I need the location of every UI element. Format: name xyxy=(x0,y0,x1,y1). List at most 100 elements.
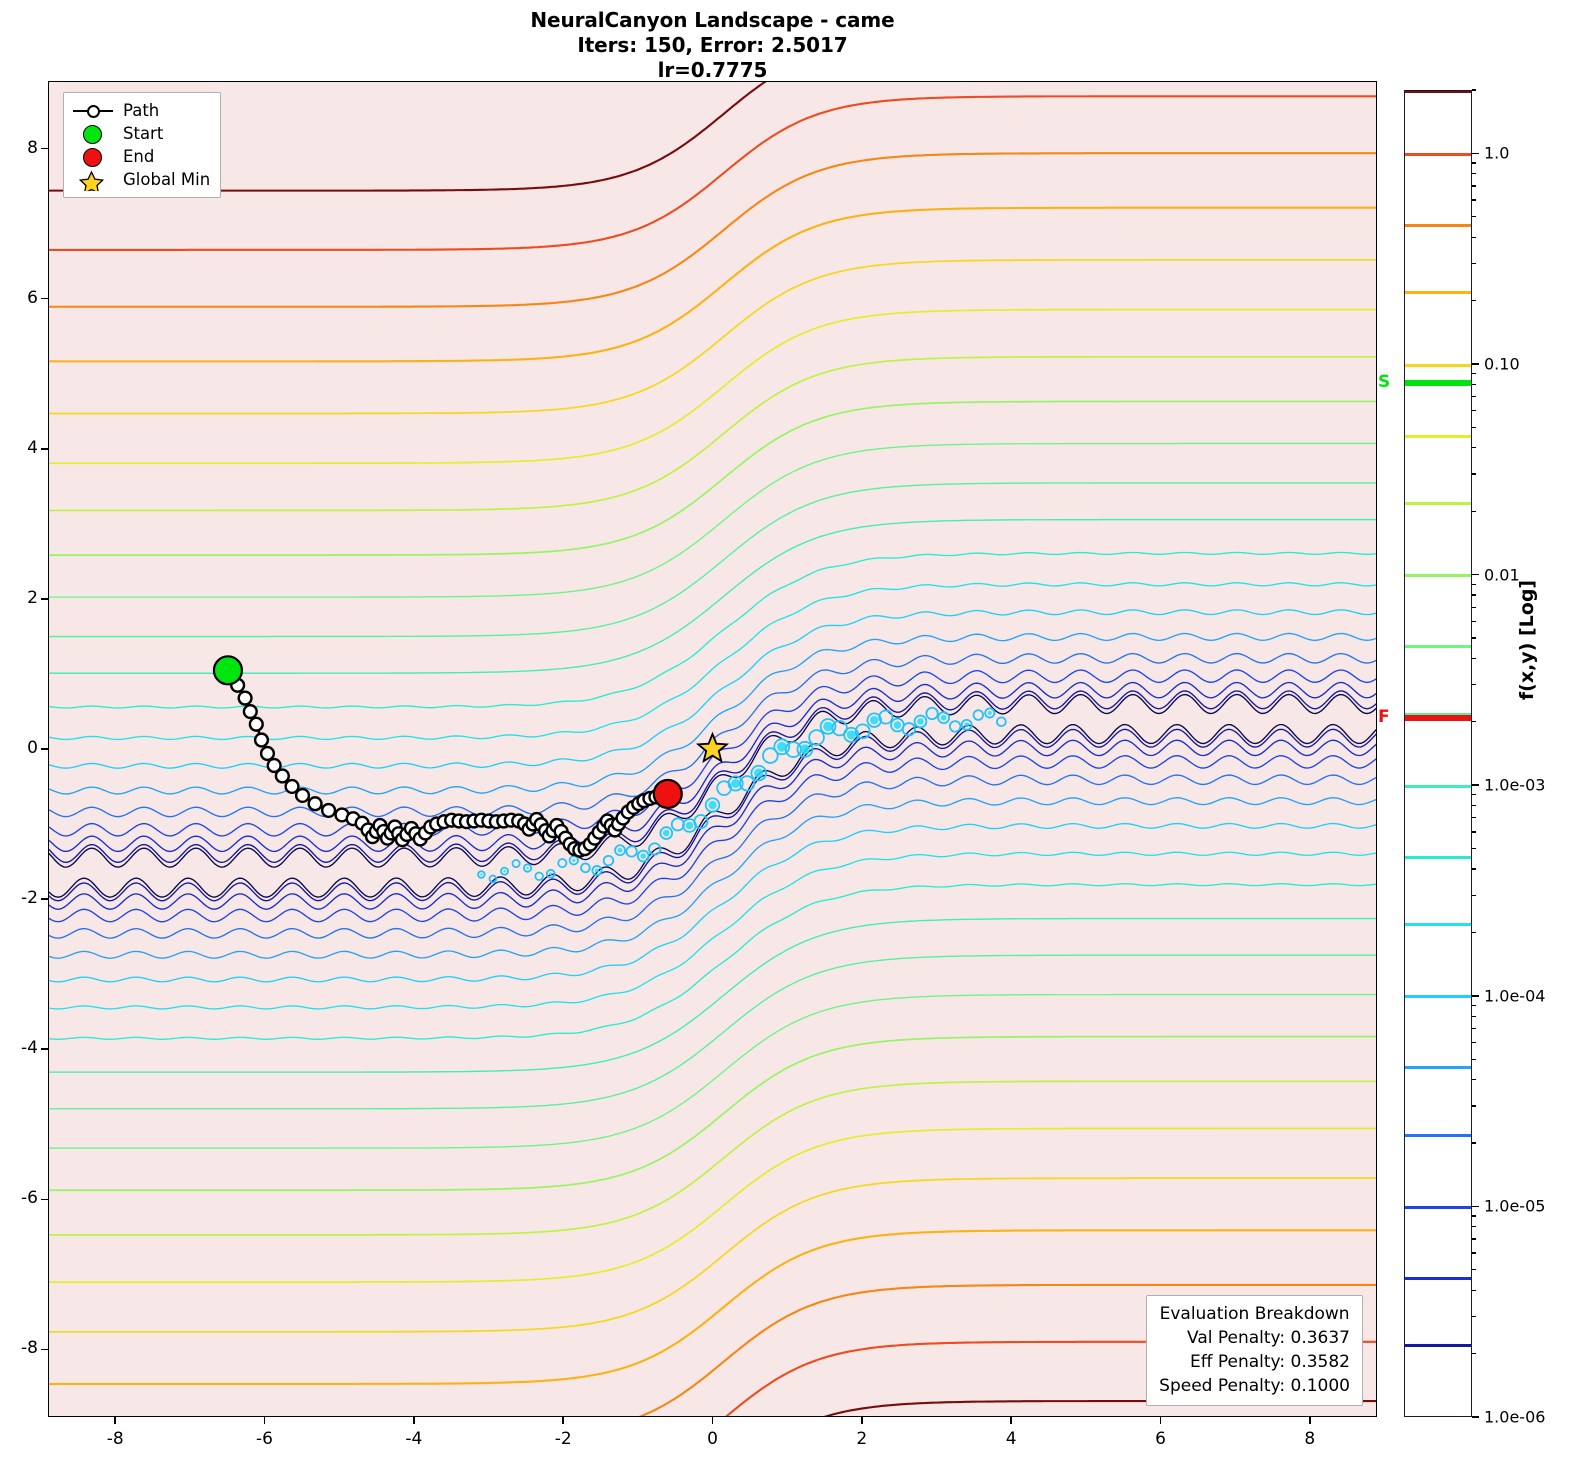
x-tick-label: -4 xyxy=(405,1429,423,1449)
legend-item-end[interactable]: End xyxy=(71,145,210,168)
colorbar-minor-tick xyxy=(1472,89,1476,91)
y-tick-label: 2 xyxy=(27,587,38,608)
colorbar-minor-tick xyxy=(1472,1142,1476,1144)
colorbar-minor-tick xyxy=(1472,173,1476,175)
colorbar-minor-tick xyxy=(1472,395,1476,398)
colorbar-tick-label: 1.0e-05 xyxy=(1484,1196,1546,1216)
y-tick-mark xyxy=(41,448,48,450)
path-point-marker xyxy=(266,757,282,774)
colorbar-wrapper xyxy=(1404,90,1472,1417)
legend-item-path[interactable]: Path xyxy=(71,99,210,122)
colorbar-major-tick xyxy=(1472,1416,1479,1418)
colorbar-minor-tick xyxy=(1472,583,1476,585)
path-point-marker xyxy=(248,716,264,732)
colorbar-minor-tick xyxy=(1472,868,1476,870)
colorbar-major-tick xyxy=(1472,1205,1479,1208)
colorbar-level-line xyxy=(1405,152,1471,156)
colorbar-level-line xyxy=(1405,712,1471,716)
path-point-marker xyxy=(307,796,323,812)
contour-field xyxy=(49,82,1376,1416)
colorbar-level-line xyxy=(1405,1066,1471,1070)
x-tick-label: -8 xyxy=(106,1429,124,1449)
colorbar-tick-label: 0.01 xyxy=(1484,565,1520,585)
colorbar-minor-tick xyxy=(1472,1352,1476,1355)
eval-row-eff-penalty: Eff Penalty: 0.3582 xyxy=(1190,1352,1350,1372)
title-line-3: lr=0.7775 xyxy=(657,58,768,82)
colorbar-minor-tick xyxy=(1472,299,1476,302)
start-marker[interactable] xyxy=(212,655,244,686)
colorbar-minor-tick xyxy=(1472,1105,1476,1107)
colorbar-tick-label: 0.10 xyxy=(1484,354,1520,374)
colorbar-major-tick xyxy=(1472,995,1479,997)
colorbar-minor-tick xyxy=(1472,447,1476,449)
path-point-marker xyxy=(284,778,300,795)
colorbar-minor-tick xyxy=(1472,1252,1476,1254)
colorbar-minor-tick xyxy=(1472,1289,1476,1291)
y-tick-label: -8 xyxy=(21,1338,38,1359)
colorbar-minor-tick xyxy=(1472,637,1476,639)
colorbar[interactable] xyxy=(1404,90,1472,1417)
y-tick-label: 8 xyxy=(27,137,38,158)
y-tick-mark xyxy=(41,598,48,600)
path-point-marker xyxy=(294,787,311,804)
colorbar-minor-tick xyxy=(1472,817,1476,819)
end-marker[interactable] xyxy=(652,778,683,810)
legend-label-end: End xyxy=(123,147,155,166)
path-point-marker xyxy=(320,802,337,818)
colorbar-minor-tick xyxy=(1472,1058,1476,1060)
colorbar-minor-tick xyxy=(1472,473,1476,475)
y-tick-label: -2 xyxy=(21,888,38,909)
colorbar-level-line xyxy=(1405,923,1471,927)
colorbar-minor-tick xyxy=(1472,1015,1476,1017)
colorbar-tick-label: 1.0 xyxy=(1484,143,1510,163)
path-marker-icon xyxy=(71,101,115,121)
colorbar-minor-tick xyxy=(1472,657,1476,660)
x-tick-mark xyxy=(562,1417,564,1424)
colorbar-minor-tick xyxy=(1472,606,1476,608)
end-marker-icon xyxy=(71,147,115,167)
colorbar-minor-tick xyxy=(1472,847,1476,850)
colorbar-minor-tick xyxy=(1472,721,1476,723)
colorbar-minor-tick xyxy=(1472,372,1476,375)
y-tick-mark xyxy=(41,1348,48,1351)
colorbar-tick-label: 1.0e-06 xyxy=(1484,1407,1546,1427)
evaluation-breakdown-box: Evaluation Breakdown Val Penalty: 0.3637… xyxy=(1146,1295,1363,1406)
colorbar-minor-tick xyxy=(1472,1027,1476,1030)
y-tick-label: -6 xyxy=(21,1188,38,1209)
y-tick-mark xyxy=(41,1198,48,1201)
colorbar-level-line xyxy=(1405,784,1471,788)
y-tick-mark xyxy=(41,147,48,150)
colorbar-minor-tick xyxy=(1472,1226,1476,1228)
colorbar-minor-tick xyxy=(1472,426,1476,429)
colorbar-minor-tick xyxy=(1472,383,1476,386)
colorbar-minor-tick xyxy=(1472,410,1476,412)
colorbar-minor-tick xyxy=(1472,1269,1476,1271)
legend-item-global-min[interactable]: Global Min xyxy=(71,168,210,194)
contour-plot-axes: Path Start End Global M xyxy=(48,81,1377,1417)
x-tick-mark xyxy=(861,1417,863,1424)
colorbar-level-line xyxy=(1405,855,1471,859)
y-tick-mark xyxy=(41,1048,48,1050)
colorbar-minor-tick xyxy=(1472,1078,1476,1081)
colorbar-marker-line-s xyxy=(1405,380,1471,387)
x-tick-label: 6 xyxy=(1155,1429,1166,1449)
x-tick-label: -6 xyxy=(256,1429,273,1449)
legend-item-start[interactable]: Start xyxy=(71,122,210,145)
colorbar-major-tick xyxy=(1472,573,1479,576)
colorbar-level-line xyxy=(1405,363,1471,367)
plot-legend: Path Start End Global M xyxy=(63,92,222,198)
colorbar-tick-label: 1.0e-04 xyxy=(1484,986,1546,1006)
y-tick-label: 0 xyxy=(27,738,38,758)
colorbar-level-line xyxy=(1405,1276,1471,1280)
star-marker-icon xyxy=(71,169,115,194)
colorbar-minor-tick xyxy=(1472,199,1476,201)
start-marker-icon xyxy=(71,124,115,144)
colorbar-minor-tick xyxy=(1472,794,1476,796)
x-tick-mark xyxy=(1010,1417,1012,1424)
colorbar-minor-tick xyxy=(1472,684,1476,686)
global-min-star-marker[interactable] xyxy=(695,731,730,764)
figure-title: NeuralCanyon Landscape - came Iters: 150… xyxy=(48,8,1377,83)
y-tick-label: 4 xyxy=(27,437,38,458)
colorbar-minor-tick xyxy=(1472,620,1476,622)
